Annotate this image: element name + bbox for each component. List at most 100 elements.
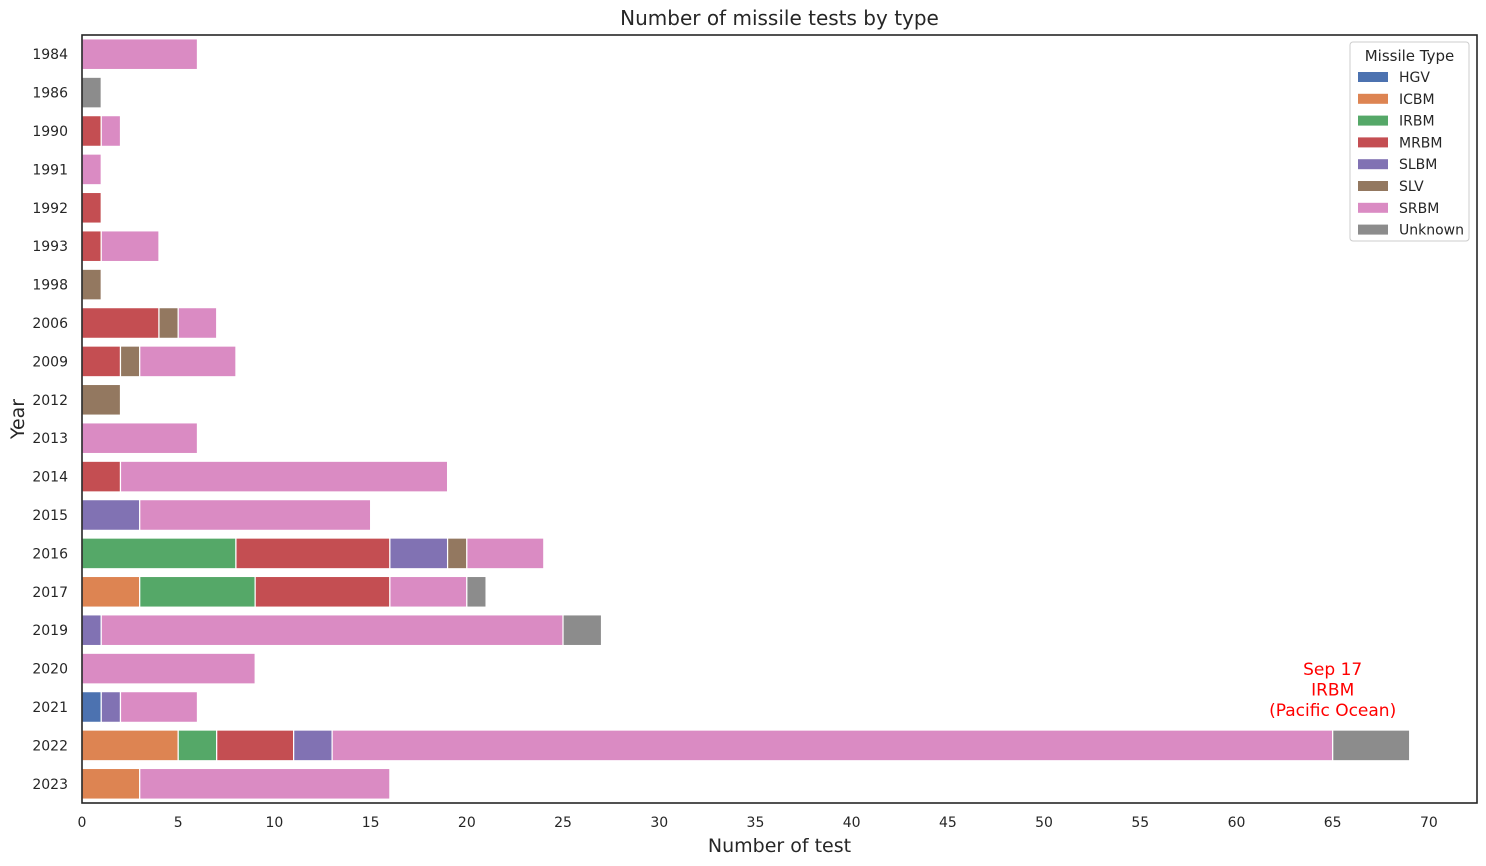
bar-1993-srbm — [100, 230, 160, 263]
bar-2009-slv — [119, 345, 141, 378]
y-tick-label: 2022 — [32, 738, 68, 754]
legend-swatch — [1358, 115, 1388, 126]
bar-2021-slbm — [100, 691, 122, 723]
bar-1991-srbm — [81, 153, 102, 186]
annotation-line: Sep 17 — [1303, 660, 1362, 680]
bar-1993-mrbm — [81, 230, 102, 263]
bar-2012-slv — [81, 383, 122, 416]
bar-2022-srbm — [331, 729, 1334, 762]
bar-2023-icbm — [81, 767, 141, 800]
bar-2014-mrbm — [81, 460, 122, 493]
legend-swatch — [1358, 202, 1388, 213]
x-tick-label: 55 — [1131, 815, 1149, 831]
legend-item-irbm: IRBM — [1358, 114, 1435, 130]
bar-2006-srbm — [177, 307, 218, 339]
bar-2014-srbm — [119, 460, 449, 493]
bar-1986-unknown — [81, 76, 102, 109]
x-tick-label: 60 — [1228, 815, 1246, 831]
legend-label: SLBM — [1399, 157, 1437, 173]
x-tick-label: 35 — [747, 815, 765, 831]
legend-item-mrbm: MRBM — [1358, 135, 1443, 151]
x-tick-label: 25 — [554, 815, 572, 831]
bars-group — [81, 38, 1411, 800]
legend-swatch — [1358, 137, 1388, 148]
bar-2023-srbm — [139, 767, 391, 800]
legend-swatch — [1358, 93, 1388, 104]
annotation-line: IRBM — [1311, 681, 1354, 701]
legend-label: Unknown — [1399, 223, 1464, 239]
bar-2017-irbm — [139, 575, 256, 608]
x-tick-label: 45 — [939, 815, 957, 831]
y-tick-label: 1986 — [32, 86, 68, 102]
bar-2017-icbm — [81, 575, 141, 608]
y-tick-label: 1991 — [32, 162, 68, 178]
legend-title: Missile Type — [1365, 47, 1455, 65]
bar-2020-srbm — [81, 652, 256, 685]
annotation-line: (Pacific Ocean) — [1269, 701, 1396, 721]
y-tick-label: 2019 — [32, 623, 68, 639]
bar-2016-slv — [446, 537, 468, 570]
bar-2015-srbm — [139, 499, 372, 531]
bar-2006-slv — [158, 307, 179, 339]
legend-item-slbm: SLBM — [1358, 157, 1437, 173]
y-axis-title: Year — [7, 399, 29, 440]
bar-2016-irbm — [81, 537, 237, 570]
y-tick-label: 1998 — [32, 278, 68, 294]
x-tick-label: 20 — [458, 815, 476, 831]
bar-1998-slv — [81, 268, 102, 301]
y-tick-label: 2013 — [32, 431, 68, 447]
bar-2016-srbm — [466, 537, 545, 570]
legend-item-slv: SLV — [1358, 179, 1424, 195]
y-tick-label: 2021 — [32, 700, 68, 716]
legend-item-icbm: ICBM — [1358, 92, 1435, 108]
y-tick-label: 2023 — [32, 777, 68, 793]
bar-2022-slbm — [293, 729, 333, 762]
legend-item-hgv: HGV — [1358, 70, 1430, 86]
x-tick-label: 0 — [78, 815, 87, 831]
legend-label: IRBM — [1399, 114, 1435, 130]
bar-2017-mrbm — [254, 575, 391, 608]
x-tick-label: 65 — [1324, 815, 1342, 831]
bar-2021-hgv — [81, 691, 102, 723]
x-tick-label: 40 — [843, 815, 861, 831]
y-tick-label: 2012 — [32, 393, 68, 409]
y-tick-label: 1993 — [32, 239, 68, 255]
legend-items: HGV ICBM IRBM MRBM SLBM SLV SRBM Unknown — [1358, 70, 1464, 239]
bar-1992-mrbm — [81, 191, 102, 224]
bar-2013-srbm — [81, 422, 199, 455]
bar-1990-srbm — [100, 115, 122, 147]
legend-swatch — [1358, 72, 1388, 82]
legend: Missile Type HGV ICBM IRBM MRBM SLBM SLV SRBM U… — [1349, 41, 1470, 242]
legend-swatch — [1358, 181, 1388, 191]
x-tick-labels: 0 5 10 15 20 25 30 35 40 45 50 55 60 65 70 — [78, 815, 1438, 831]
x-tick-label: 5 — [174, 815, 183, 831]
bar-2019-srbm — [100, 614, 564, 647]
legend-box — [1349, 41, 1470, 242]
bar-2016-slbm — [389, 537, 449, 570]
y-tick-label: 2009 — [32, 354, 68, 370]
legend-label: HGV — [1399, 70, 1430, 86]
x-axis-title: Number of test — [708, 835, 851, 857]
chart-title: Number of missile tests by type — [620, 6, 939, 30]
y-tick-label: 2006 — [32, 316, 68, 332]
bar-1990-mrbm — [81, 115, 102, 147]
y-tick-label: 1992 — [32, 201, 68, 217]
bar-2009-mrbm — [81, 345, 122, 378]
y-tick-label: 2020 — [32, 662, 68, 678]
legend-item-srbm: SRBM — [1358, 201, 1439, 217]
legend-swatch — [1358, 224, 1388, 235]
x-tick-label: 50 — [1035, 815, 1053, 831]
y-tick-label: 2015 — [32, 508, 68, 524]
bar-2022-unknown — [1332, 729, 1411, 762]
bar-2022-mrbm — [216, 729, 295, 762]
bar-2022-icbm — [81, 729, 179, 762]
legend-label: MRBM — [1399, 135, 1443, 151]
legend-label: SLV — [1399, 179, 1424, 195]
bar-2009-srbm — [139, 345, 237, 378]
y-tick-label: 2017 — [32, 585, 68, 601]
legend-label: ICBM — [1399, 92, 1435, 108]
x-tick-label: 30 — [650, 815, 668, 831]
